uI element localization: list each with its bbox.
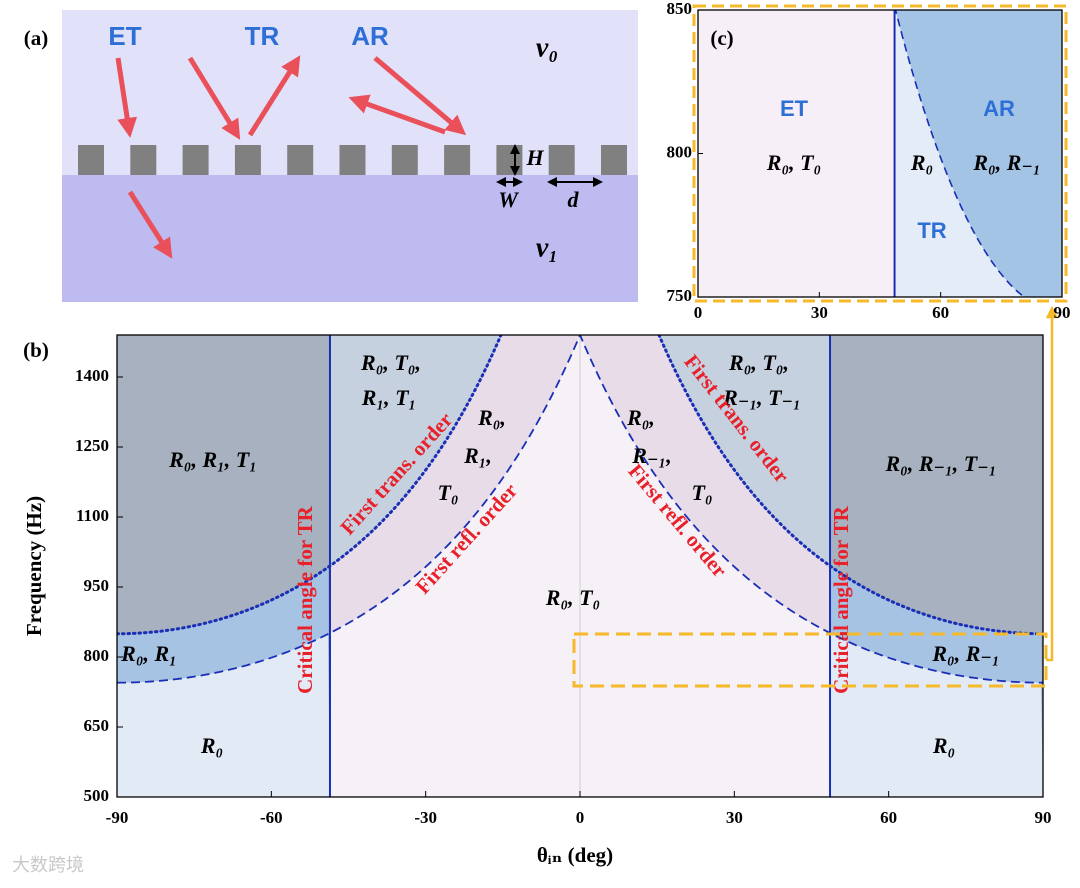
region-label: R₀, R₁ (120, 641, 177, 666)
x-tick-label: -90 (106, 808, 129, 827)
region-label: R₀, R₋₁ (972, 150, 1040, 175)
region-label: R₀, T₀ (545, 585, 600, 610)
region-label: R₀, T₀, (360, 350, 421, 375)
region-label: R₀, R₁, T₁ (168, 447, 257, 472)
y-tick-label: 1100 (76, 506, 109, 525)
grating-bar (287, 145, 314, 175)
x-axis-label: θᵢₙ (deg) (537, 843, 613, 867)
zoom-frame (692, 4, 1068, 303)
dim-label: d (568, 187, 580, 212)
grating-bar (78, 145, 104, 175)
x-tick-label: 90 (1054, 303, 1071, 322)
region-label: R₋₁, (631, 443, 671, 468)
y-tick-label: 800 (667, 142, 693, 161)
x-tick-label: -60 (260, 808, 283, 827)
region-label: AR (983, 96, 1015, 121)
region (698, 10, 895, 297)
region-label: TR (917, 218, 946, 243)
grating-bar (444, 145, 471, 175)
region-label: R₀ (932, 733, 955, 758)
dim-label: W (498, 187, 519, 212)
y-axis-label: Frequency (Hz) (22, 496, 46, 636)
y-tick-label: 850 (667, 0, 693, 18)
panel-b: (b) Frequency (Hz) θᵢₙ (deg) R₀, R₁, T₁ … (22, 305, 1059, 867)
x-tick-label: 0 (576, 808, 585, 827)
x-tick-label: 60 (932, 303, 949, 322)
y-tick-label: 650 (84, 716, 110, 735)
medium-label: v₁ (536, 232, 558, 263)
panel-c: (c) ET R₀, T₀ AR R₀ R₀, R₋₁ TR 0 30 60 90 75… (667, 0, 1071, 322)
refl-boundary (117, 335, 1043, 684)
y-tick-label: 800 (84, 646, 110, 665)
region-label: ET (780, 96, 809, 121)
region-label: R₁, T₁ (361, 385, 416, 410)
y-tick-label: 1250 (75, 436, 109, 455)
arrow (187, 56, 241, 140)
dimension-lines (496, 144, 603, 187)
y-tick-label: 1400 (75, 366, 109, 385)
arrow (348, 94, 446, 135)
wave-label: ET (108, 21, 141, 51)
arrow (247, 55, 301, 137)
x-tick-label: -30 (414, 808, 437, 827)
region-label: R₋₁, T₋₁ (722, 385, 801, 410)
region (894, 10, 1025, 297)
region-label: R₀ (910, 150, 933, 175)
y-tick-label: 950 (84, 576, 110, 595)
region-label: T₀ (437, 480, 458, 505)
x-tick-label: 60 (880, 808, 897, 827)
x-tick-label: 30 (726, 808, 743, 827)
medium-label: v₀ (536, 32, 558, 63)
region-label: R₀, R₋₁ (931, 641, 999, 666)
region-labels: R₀, R₁, T₁ R₀, T₀, R₁, T₁ R₀, R₁, T₀ R₀,… (120, 350, 1000, 758)
region-label: R₀ (200, 733, 223, 758)
region-label: R₀, T₀, (728, 350, 789, 375)
region (830, 633, 1043, 797)
zoom-box (572, 632, 1048, 688)
panel-label: (b) (23, 338, 49, 362)
x-tick-label: 30 (811, 303, 828, 322)
arrow (127, 190, 173, 259)
grating-bar (391, 145, 418, 175)
grating-bar (339, 145, 366, 175)
refl-boundary (894, 10, 1026, 297)
grating-bar (130, 145, 157, 175)
grating (78, 145, 627, 175)
grating-bar (496, 145, 523, 175)
regions (698, 10, 1062, 297)
x-tick-label: 90 (1035, 808, 1052, 827)
zoom-connector (1045, 305, 1059, 662)
wave-label: AR (351, 21, 389, 51)
grating-bar (234, 145, 261, 175)
panel-label: (c) (710, 26, 733, 50)
grating-bar (182, 145, 209, 175)
y-tick-label: 500 (84, 786, 110, 805)
region-label: R₀, (477, 405, 506, 430)
region-label: T₀ (691, 480, 712, 505)
curve-label: Critical angle for TR (293, 505, 317, 693)
region-label: R₁, (463, 443, 492, 468)
x-tick-label: 0 (694, 303, 703, 322)
curves (117, 335, 1043, 797)
region-label: R₀, (626, 405, 655, 430)
wave-label: TR (245, 21, 280, 51)
arrow (115, 57, 138, 138)
region-label: R₀, T₀ (766, 150, 821, 175)
dim-label: H (525, 145, 544, 170)
region (117, 634, 330, 797)
panel-label: (a) (24, 26, 49, 50)
watermark: 大数跨境 (12, 855, 84, 876)
y-tick-label: 750 (667, 286, 693, 305)
grating-bar (548, 145, 575, 175)
arrow (373, 56, 467, 136)
trans-boundary (117, 335, 1043, 636)
region-label: R₀, R₋₁, T₋₁ (884, 451, 996, 476)
wave-arrows (115, 55, 467, 259)
curve-label: Critical angle for TR (829, 505, 853, 693)
grating-bar (601, 145, 627, 175)
panel-a: (a) ET TR AR v₀ v₁ H W d (24, 10, 638, 302)
